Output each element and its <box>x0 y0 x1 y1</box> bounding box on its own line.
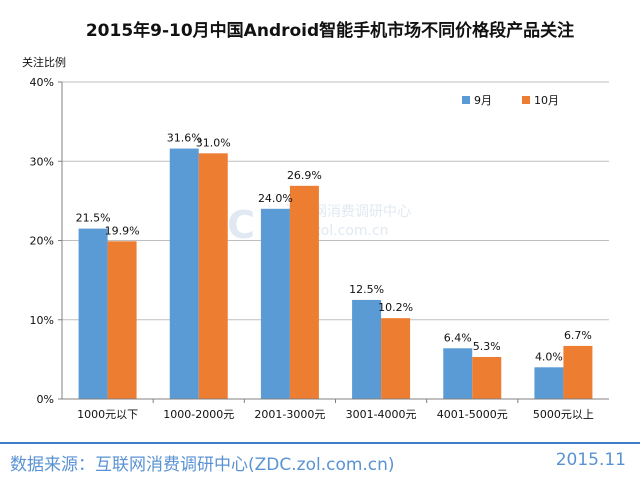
data-label: 5.3% <box>473 340 501 353</box>
data-label: 4.0% <box>535 350 563 363</box>
legend-label: 9月 <box>474 94 492 107</box>
y-tick-label: 0% <box>37 393 54 406</box>
footer-date: 2015.11 <box>555 450 626 470</box>
bar <box>107 241 137 399</box>
bar <box>289 185 319 399</box>
data-label: 10.2% <box>378 301 413 314</box>
data-label: 6.7% <box>564 329 592 342</box>
y-tick-label: 10% <box>30 314 54 327</box>
data-label: 6.4% <box>444 331 472 344</box>
footer-source: 数据来源：互联网消费调研中心(ZDC.zol.com.cn) <box>10 455 395 475</box>
data-label: 19.9% <box>105 224 140 237</box>
bars <box>78 148 593 399</box>
y-axis-label: 关注比例 <box>22 55 66 69</box>
chart-area: 2015年9-10月中国Android智能手机市场不同价格段产品关注 关注比例 … <box>22 20 609 421</box>
bar <box>563 345 593 399</box>
legend-swatch <box>522 96 530 104</box>
y-tick-labels: 0% 10% 20% 30% 40% <box>30 76 54 406</box>
x-category-labels: 1000元以下 1000-2000元 2001-3000元 3001-4000元 400… <box>77 408 594 421</box>
footer-divider <box>0 442 640 444</box>
x-category-label: 5000元以上 <box>533 408 594 421</box>
bar <box>472 356 502 399</box>
bar <box>534 367 564 399</box>
data-label: 31.0% <box>196 136 231 149</box>
y-tick-label: 20% <box>30 235 54 248</box>
x-category-label: 4001-5000元 <box>437 408 508 421</box>
x-category-label: 1000-2000元 <box>163 408 234 421</box>
data-label: 21.5% <box>76 212 111 225</box>
data-label: 24.0% <box>258 192 293 205</box>
y-tick-label: 40% <box>30 76 54 89</box>
chart-title: 2015年9-10月中国Android智能手机市场不同价格段产品关注 <box>86 20 574 41</box>
bar <box>352 299 382 399</box>
bar <box>381 318 411 399</box>
x-category-label: 1000元以下 <box>77 408 138 421</box>
gridlines <box>62 81 609 321</box>
footer: 数据来源：互联网消费调研中心(ZDC.zol.com.cn) 2015.11 <box>0 446 640 480</box>
bar <box>78 228 108 399</box>
bar <box>169 148 199 399</box>
legend-swatch <box>462 96 470 104</box>
data-label: 31.6% <box>167 132 202 145</box>
legend: 9月 10月 <box>462 94 559 107</box>
axes <box>58 81 609 403</box>
bar <box>198 153 228 399</box>
data-labels: 21.5%19.9% 31.6%31.0% 24.0% 26.9% 12.5% 10.2%… <box>76 132 592 364</box>
bar <box>260 208 290 399</box>
x-category-label: 3001-4000元 <box>346 408 417 421</box>
x-category-label: 2001-3000元 <box>254 408 325 421</box>
legend-label: 10月 <box>534 94 559 107</box>
y-tick-label: 30% <box>30 155 54 168</box>
bar <box>443 348 473 399</box>
data-label: 12.5% <box>349 283 384 296</box>
data-label: 26.9% <box>287 169 322 182</box>
